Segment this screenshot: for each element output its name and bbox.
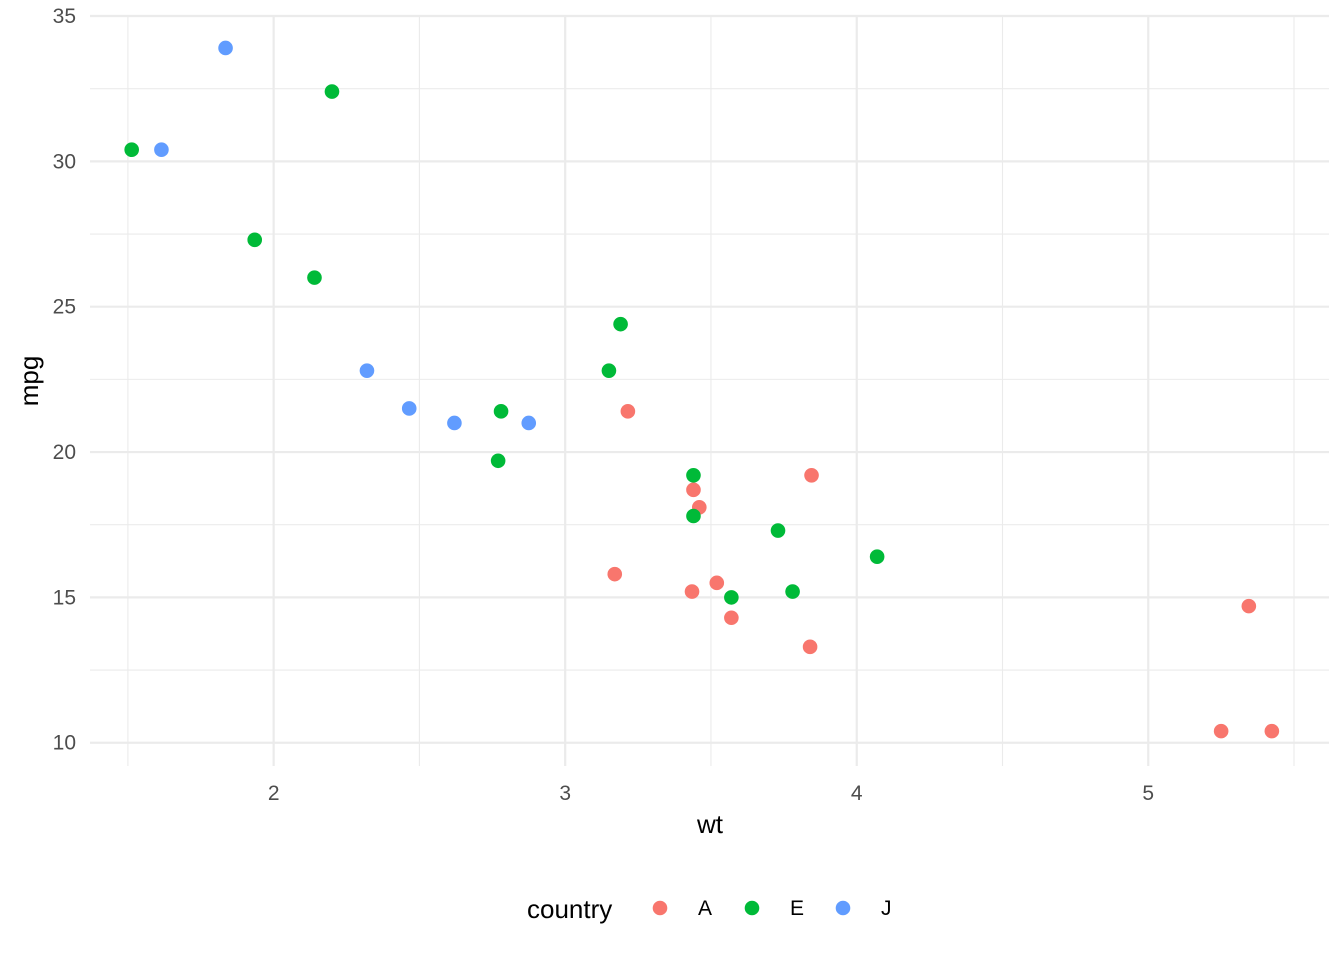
data-point-a	[620, 404, 636, 419]
legend-key-e	[744, 900, 760, 916]
data-point-e	[307, 270, 322, 285]
data-point-e	[770, 523, 786, 538]
data-point-a	[1213, 723, 1229, 739]
data-point-a	[804, 468, 819, 483]
x-tick-label: 2	[268, 782, 280, 805]
legend-key-a	[652, 900, 668, 916]
legend: country A E J	[527, 894, 892, 924]
data-point-j	[154, 142, 169, 158]
data-point-e	[613, 316, 628, 332]
y-tick-label: 30	[53, 150, 76, 173]
x-tick-label: 5	[1142, 782, 1154, 805]
data-point-e	[869, 549, 885, 564]
y-tick-label: 10	[53, 732, 76, 755]
data-point-j	[447, 415, 462, 431]
data-point-a	[709, 575, 725, 591]
legend-title: country	[527, 894, 612, 924]
data-point-e	[124, 142, 139, 158]
y-tick-label: 35	[53, 5, 76, 28]
data-point-a	[1241, 598, 1257, 614]
x-tick-label: 3	[559, 782, 571, 805]
data-point-j	[359, 363, 375, 378]
legend-key-j	[835, 900, 851, 916]
data-point-e	[686, 508, 701, 524]
data-point-a	[802, 639, 818, 655]
data-point-j	[401, 401, 417, 416]
data-point-e	[490, 453, 506, 469]
data-point-a	[686, 482, 701, 498]
data-point-e	[493, 404, 509, 419]
y-tick-label: 15	[53, 586, 76, 609]
data-point-e	[724, 590, 739, 605]
x-axis-title: wt	[696, 809, 724, 839]
grid-lines	[90, 14, 1329, 766]
data-point-j	[218, 40, 233, 56]
data-point-j	[521, 415, 537, 431]
data-point-a	[724, 610, 739, 626]
data-point-e	[686, 468, 701, 483]
data-point-e	[247, 232, 263, 248]
axes: 2 3 4 5 10 15 20 25 30 35	[53, 5, 1154, 805]
data-point-e	[785, 584, 800, 599]
y-axis-title: mpg	[14, 356, 44, 407]
data-point-e	[324, 84, 340, 99]
data-point-a	[607, 566, 623, 582]
data-point-a	[1264, 723, 1280, 739]
legend-label-e: E	[790, 897, 804, 920]
y-tick-label: 20	[53, 441, 76, 464]
data-points	[124, 40, 1280, 739]
data-point-a	[684, 584, 700, 599]
legend-label-j: J	[881, 897, 892, 920]
x-tick-label: 4	[851, 782, 863, 805]
y-tick-label: 25	[53, 296, 76, 319]
legend-label-a: A	[698, 897, 712, 920]
data-point-e	[601, 363, 617, 378]
